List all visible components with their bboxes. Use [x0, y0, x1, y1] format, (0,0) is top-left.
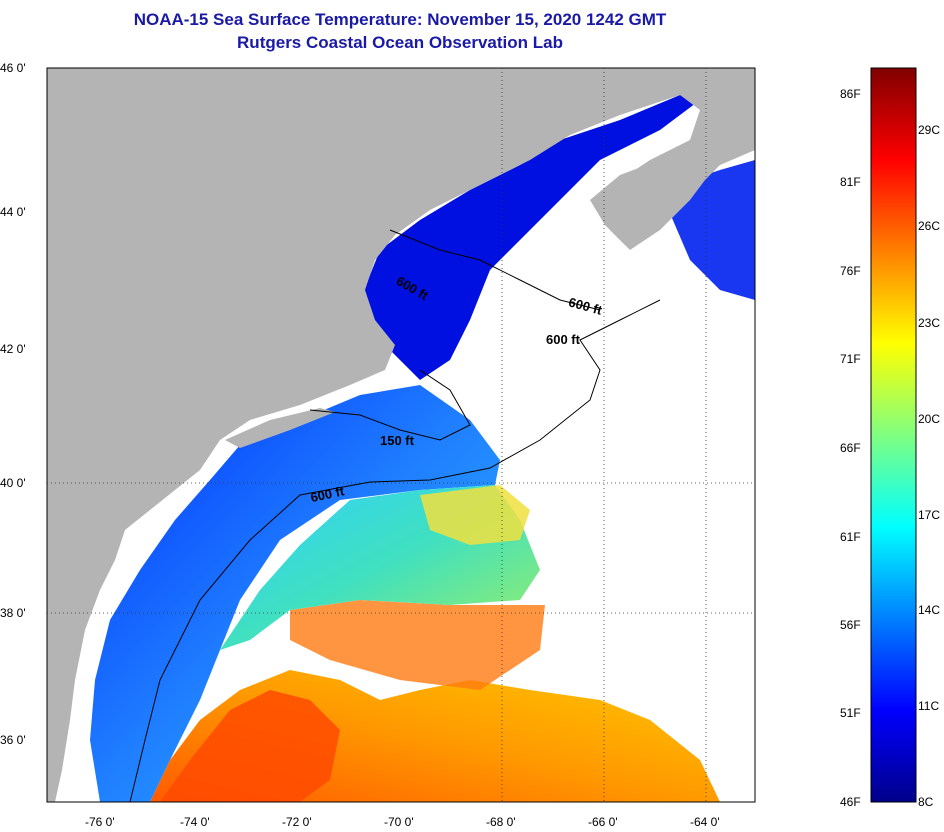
contour-label: 150 ft — [380, 433, 415, 448]
isobath-150ft-line — [309, 369, 471, 441]
map-title: NOAA-15 Sea Surface Temperature: Novembe… — [133, 10, 667, 29]
land-nova-scotia — [590, 130, 755, 245]
longitude-labels: -76 0' -74 0' -72 0' -70 0' -68 0' -66 0… — [85, 815, 720, 829]
lon-label: -64 0' — [690, 815, 720, 829]
colorbar-c-label: 20C — [918, 412, 941, 426]
latitude-labels: 46 0' 44 0' 42 0' 40 0' 38 0' 36 0' — [0, 61, 26, 747]
map-subtitle: Rutgers Coastal Ocean Observation Lab — [237, 33, 563, 52]
lat-label: 44 0' — [0, 205, 26, 219]
contour-label: 600 ft — [546, 332, 581, 347]
map-plot-area — [47, 68, 755, 802]
colorbar-f-label: 61F — [840, 530, 861, 544]
lon-label: -72 0' — [282, 815, 312, 829]
isobath-gom-line — [389, 229, 601, 311]
colorbar-f-label: 76F — [840, 264, 861, 278]
colorbar-c-label: 26C — [918, 219, 941, 233]
isobath-600ft-line — [129, 299, 661, 802]
warm-eddy — [420, 485, 530, 545]
colorbar-f-label: 71F — [840, 352, 861, 366]
lat-label: 46 0' — [0, 61, 26, 75]
colorbar-c-label: 11C — [918, 699, 940, 713]
shelf-water — [90, 385, 500, 802]
colorbar-f-label: 56F — [840, 618, 861, 632]
lat-label: 36 0' — [0, 733, 26, 747]
lon-label: -66 0' — [588, 815, 618, 829]
colorbar-f-label: 81F — [840, 175, 861, 189]
lat-label: 42 0' — [0, 342, 26, 356]
colorbar-f-label: 66F — [840, 441, 861, 455]
gulf-stream-core — [160, 690, 340, 802]
lon-label: -76 0' — [85, 815, 115, 829]
lon-label: -74 0' — [180, 815, 210, 829]
land-long-island — [225, 408, 335, 448]
lat-label: 40 0' — [0, 476, 26, 490]
contour-label: 600 ft — [309, 483, 346, 505]
colorbar-c-label: 29C — [918, 123, 941, 137]
colorbar — [870, 67, 917, 803]
colorbar-c-label: 8C — [918, 795, 934, 809]
colorbar-f-label: 51F — [840, 706, 861, 720]
colorbar-f-label: 46F — [840, 795, 861, 809]
lat-label: 38 0' — [0, 606, 26, 620]
lon-label: -70 0' — [384, 815, 414, 829]
colorbar-c-label: 17C — [918, 508, 941, 522]
colorbar-c-label: 23C — [918, 316, 941, 330]
map-frame — [46, 67, 756, 803]
gulf-of-maine-water — [360, 95, 700, 380]
warm-filaments — [290, 600, 545, 690]
colorbar-c-label: 14C — [918, 603, 941, 617]
lon-label: -68 0' — [486, 815, 516, 829]
colorbar-f-label: 86F — [840, 87, 861, 101]
land-north-america — [47, 68, 755, 802]
